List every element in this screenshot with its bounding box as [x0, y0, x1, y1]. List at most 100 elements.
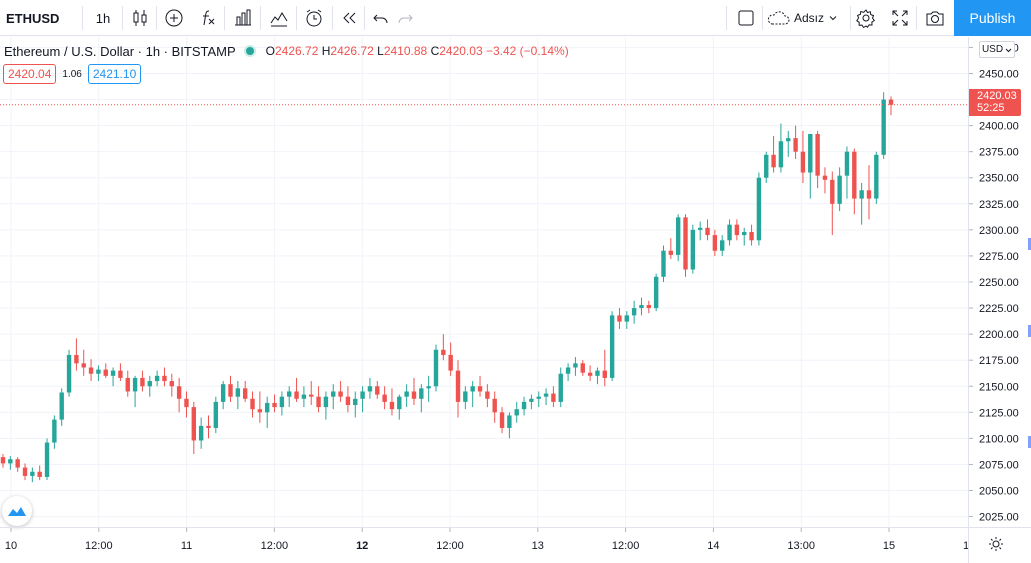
candle-body [411, 391, 417, 399]
candle-body [690, 229, 696, 270]
fullscreen-button[interactable] [886, 0, 914, 36]
candle-body [279, 396, 285, 408]
candle-body [264, 402, 270, 413]
camera-icon [926, 11, 944, 26]
chart-settings-button[interactable] [852, 0, 880, 36]
indicators-fx-icon [203, 10, 215, 26]
candle-body [653, 276, 659, 309]
high-key: H [321, 44, 331, 58]
undo-button[interactable] [370, 0, 392, 36]
toolbar-divider [850, 6, 851, 30]
compare-button[interactable] [160, 0, 188, 36]
candle-body [888, 99, 894, 105]
candle-body [397, 396, 402, 410]
candle-body [756, 177, 762, 241]
quote-boxes: 2420.04 1.06 2421.10 [3, 64, 142, 84]
candle-body [30, 471, 35, 476]
candle-body [639, 304, 644, 309]
candle-body [859, 190, 864, 199]
candle-body [433, 349, 439, 387]
buy-price-button[interactable]: 2421.10 [87, 64, 142, 84]
settings-gear-icon [856, 9, 876, 29]
candle-body [154, 375, 160, 382]
candle-body [367, 386, 373, 392]
interval-button[interactable]: 1h [88, 0, 118, 36]
replay-button[interactable] [336, 0, 362, 36]
chart-style-button[interactable] [126, 0, 154, 36]
candle-body [74, 354, 79, 364]
time-tick-label: 12:00 [612, 540, 640, 552]
top-toolbar: ETHUSD 1h Adsız [0, 0, 1031, 36]
legend-ohlc: O2426.72 H2426.72 L2410.88 C2420.03 −3.4… [266, 44, 569, 58]
time-tick-label: 10 [5, 540, 17, 552]
candle-body [448, 354, 453, 371]
tradingview-logo-icon [8, 507, 26, 516]
settings-gear-icon [989, 537, 1003, 551]
candle-body [521, 401, 527, 410]
candle-body [118, 370, 123, 378]
symbol-search-input[interactable]: ETHUSD [0, 0, 80, 36]
time-tick-label: 12 [356, 540, 368, 552]
toolbar-divider [82, 6, 83, 30]
time-tick-label: 14 [707, 540, 719, 552]
currency-select[interactable]: USD [979, 41, 1015, 58]
financials-button[interactable] [229, 0, 257, 36]
snapshot-button[interactable] [920, 0, 950, 36]
toolbar-divider [122, 6, 123, 30]
candle-body [59, 392, 64, 420]
sell-price-button[interactable]: 2420.04 [3, 64, 57, 84]
candle-body [191, 407, 197, 441]
toolbar-divider [296, 6, 297, 30]
alert-button[interactable] [300, 0, 328, 36]
time-tick-label: 12:00 [85, 540, 113, 552]
time-scale[interactable]: 1012:001112:001212:001312:001413:001510:… [0, 527, 991, 563]
chart-legend: Ethereum / U.S. Dollar · 1h · BITSTAMP O… [4, 42, 569, 60]
candle-body [808, 133, 813, 173]
layout-name-dropdown[interactable]: Adsız [766, 0, 848, 36]
candle-body [140, 377, 145, 387]
candle-body [712, 235, 718, 251]
candle-body [477, 386, 483, 392]
price-tick-label: 2075.00 [979, 459, 1019, 471]
financials-icon [235, 9, 251, 26]
price-tick-label: 2025.00 [979, 512, 1019, 524]
candle-body [110, 370, 116, 376]
chevron-down-icon [1005, 48, 1012, 52]
templates-icon [270, 12, 288, 27]
low-value: 2410.88 [383, 44, 428, 58]
candle-body [624, 315, 630, 322]
price-tick-label: 2150.00 [979, 381, 1019, 393]
time-tick-label: 12:00 [436, 540, 464, 552]
scale-settings-button[interactable] [968, 527, 1031, 563]
candle-body [345, 396, 351, 406]
price-tick-label: 2300.00 [979, 225, 1019, 237]
price-tick-label: 2450.00 [979, 68, 1019, 80]
candle-body [382, 394, 387, 402]
candle-body [404, 391, 409, 397]
redo-icon [398, 14, 413, 24]
close-key: C [430, 44, 440, 58]
tradingview-logo[interactable] [2, 496, 32, 526]
layout-square-icon [738, 10, 754, 26]
price-tick-label: 2375.00 [979, 147, 1019, 159]
layout-button[interactable] [732, 0, 760, 36]
candle-body [169, 381, 174, 387]
toolbar-divider [762, 6, 763, 30]
candlestick-chart[interactable] [0, 37, 968, 527]
indicators-button[interactable] [194, 0, 222, 36]
redo-button[interactable] [394, 0, 416, 36]
candle-body [514, 409, 519, 416]
candle-body [543, 393, 549, 397]
high-value: 2426.72 [330, 44, 374, 58]
candle-body [272, 402, 277, 408]
publish-button[interactable]: Publish [954, 0, 1031, 36]
candle-body [661, 250, 666, 277]
chart-pane[interactable] [0, 37, 968, 527]
candle-body [705, 227, 710, 236]
templates-button[interactable] [265, 0, 293, 36]
candle-body [176, 386, 182, 399]
bar-countdown: 52:25 [977, 102, 1005, 114]
candle-body [52, 419, 57, 443]
candle-body [771, 154, 776, 168]
candle-body [198, 425, 204, 441]
